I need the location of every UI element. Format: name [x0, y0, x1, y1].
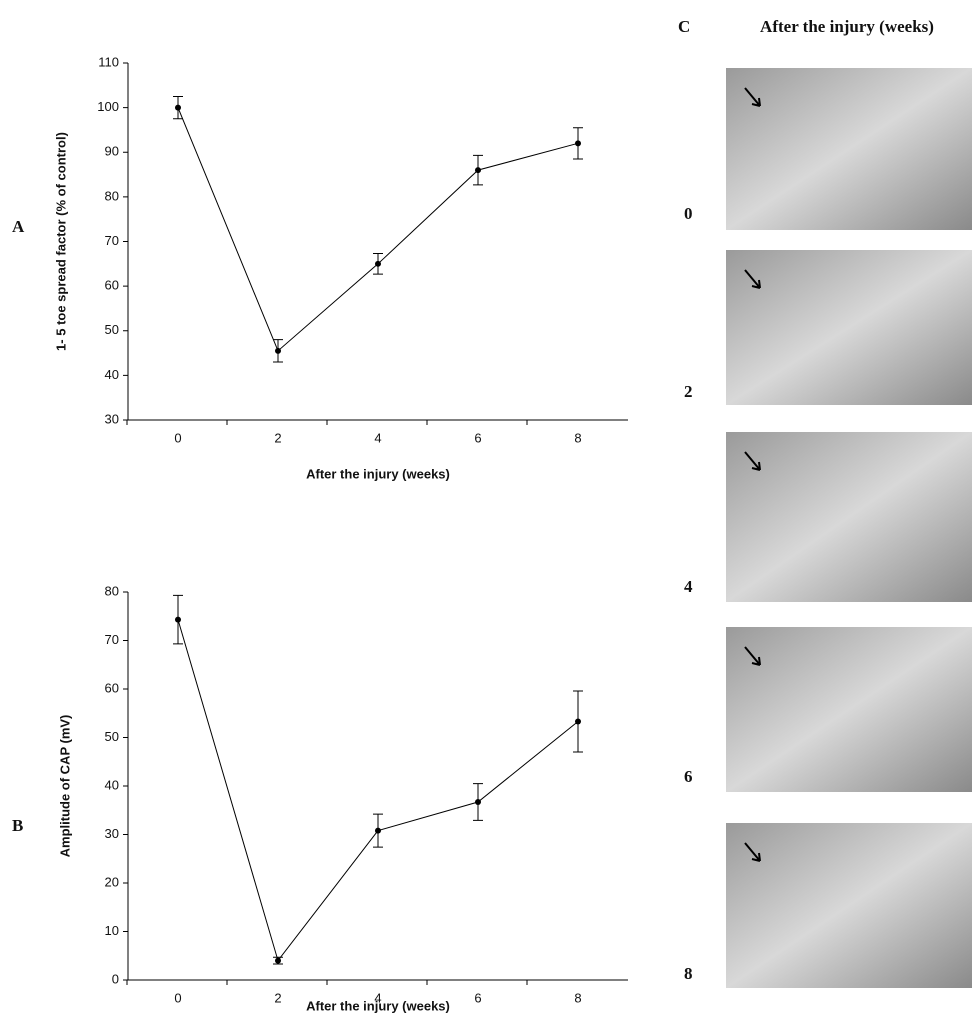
panel-label: C — [678, 17, 690, 36]
x-tick-label: 2 — [274, 990, 281, 1005]
y-tick-label: 50 — [105, 322, 119, 337]
data-point — [275, 957, 281, 964]
x-tick-label: 2 — [274, 430, 281, 445]
x-tick-label: 6 — [474, 430, 481, 445]
y-tick-label: 80 — [105, 188, 119, 203]
y-tick-label: 40 — [105, 777, 119, 792]
y-tick-label: 80 — [105, 583, 119, 598]
y-axis-title: Amplitude of CAP (mV) — [57, 715, 72, 858]
photo-label: 8 — [684, 964, 693, 983]
photo — [726, 68, 972, 230]
data-point — [175, 616, 181, 623]
x-tick-label: 4 — [374, 430, 381, 445]
panel-label: A — [12, 217, 25, 236]
y-tick-label: 50 — [105, 729, 119, 744]
y-tick-label: 40 — [105, 367, 119, 382]
x-axis-title: After the injury (weeks) — [306, 998, 450, 1013]
y-tick-label: 100 — [97, 99, 119, 114]
photo-arrow — [744, 646, 761, 666]
x-tick-label: 0 — [174, 990, 181, 1005]
photo — [726, 823, 972, 988]
x-tick-label: 4 — [374, 990, 381, 1005]
y-tick-label: 60 — [105, 278, 119, 293]
data-point — [375, 827, 381, 834]
data-line — [177, 107, 579, 352]
photo-label: 6 — [684, 767, 693, 786]
x-tick-label: 0 — [174, 430, 181, 445]
photo — [726, 432, 972, 602]
y-tick-label: 110 — [98, 54, 119, 69]
x-tick-label: 8 — [574, 430, 581, 445]
data-point — [375, 260, 381, 267]
data-point — [475, 799, 481, 806]
photo-label: 0 — [684, 204, 693, 223]
photo-label: 4 — [684, 577, 693, 596]
y-tick-label: 20 — [105, 874, 119, 889]
y-tick-label: 70 — [105, 632, 119, 647]
photo-arrow — [744, 269, 761, 289]
panel-label: B — [12, 816, 23, 835]
panel-title: After the injury (weeks) — [760, 17, 934, 36]
data-point — [475, 167, 481, 174]
data-point — [575, 718, 581, 725]
photo-arrow — [744, 451, 761, 471]
x-tick-label: 8 — [574, 990, 581, 1005]
photo-arrow — [744, 842, 761, 862]
photo — [726, 627, 972, 792]
y-tick-label: 10 — [105, 923, 119, 938]
x-axis-title: After the injury (weeks) — [306, 466, 450, 481]
y-axis-title: 1- 5 toe spread factor (% of control) — [53, 132, 68, 351]
y-tick-label: 30 — [105, 826, 119, 841]
y-tick-label: 60 — [105, 680, 119, 695]
photo-label: 2 — [684, 382, 693, 401]
y-tick-label: 90 — [105, 144, 119, 159]
y-tick-label: 30 — [105, 411, 119, 426]
y-tick-label: 70 — [105, 233, 119, 248]
x-tick-label: 6 — [474, 990, 481, 1005]
data-point — [175, 104, 181, 111]
photo-arrow — [744, 87, 761, 107]
y-tick-label: 0 — [112, 971, 119, 986]
photo — [726, 250, 972, 405]
data-line — [177, 619, 579, 962]
data-point — [275, 347, 281, 354]
data-point — [575, 140, 581, 147]
